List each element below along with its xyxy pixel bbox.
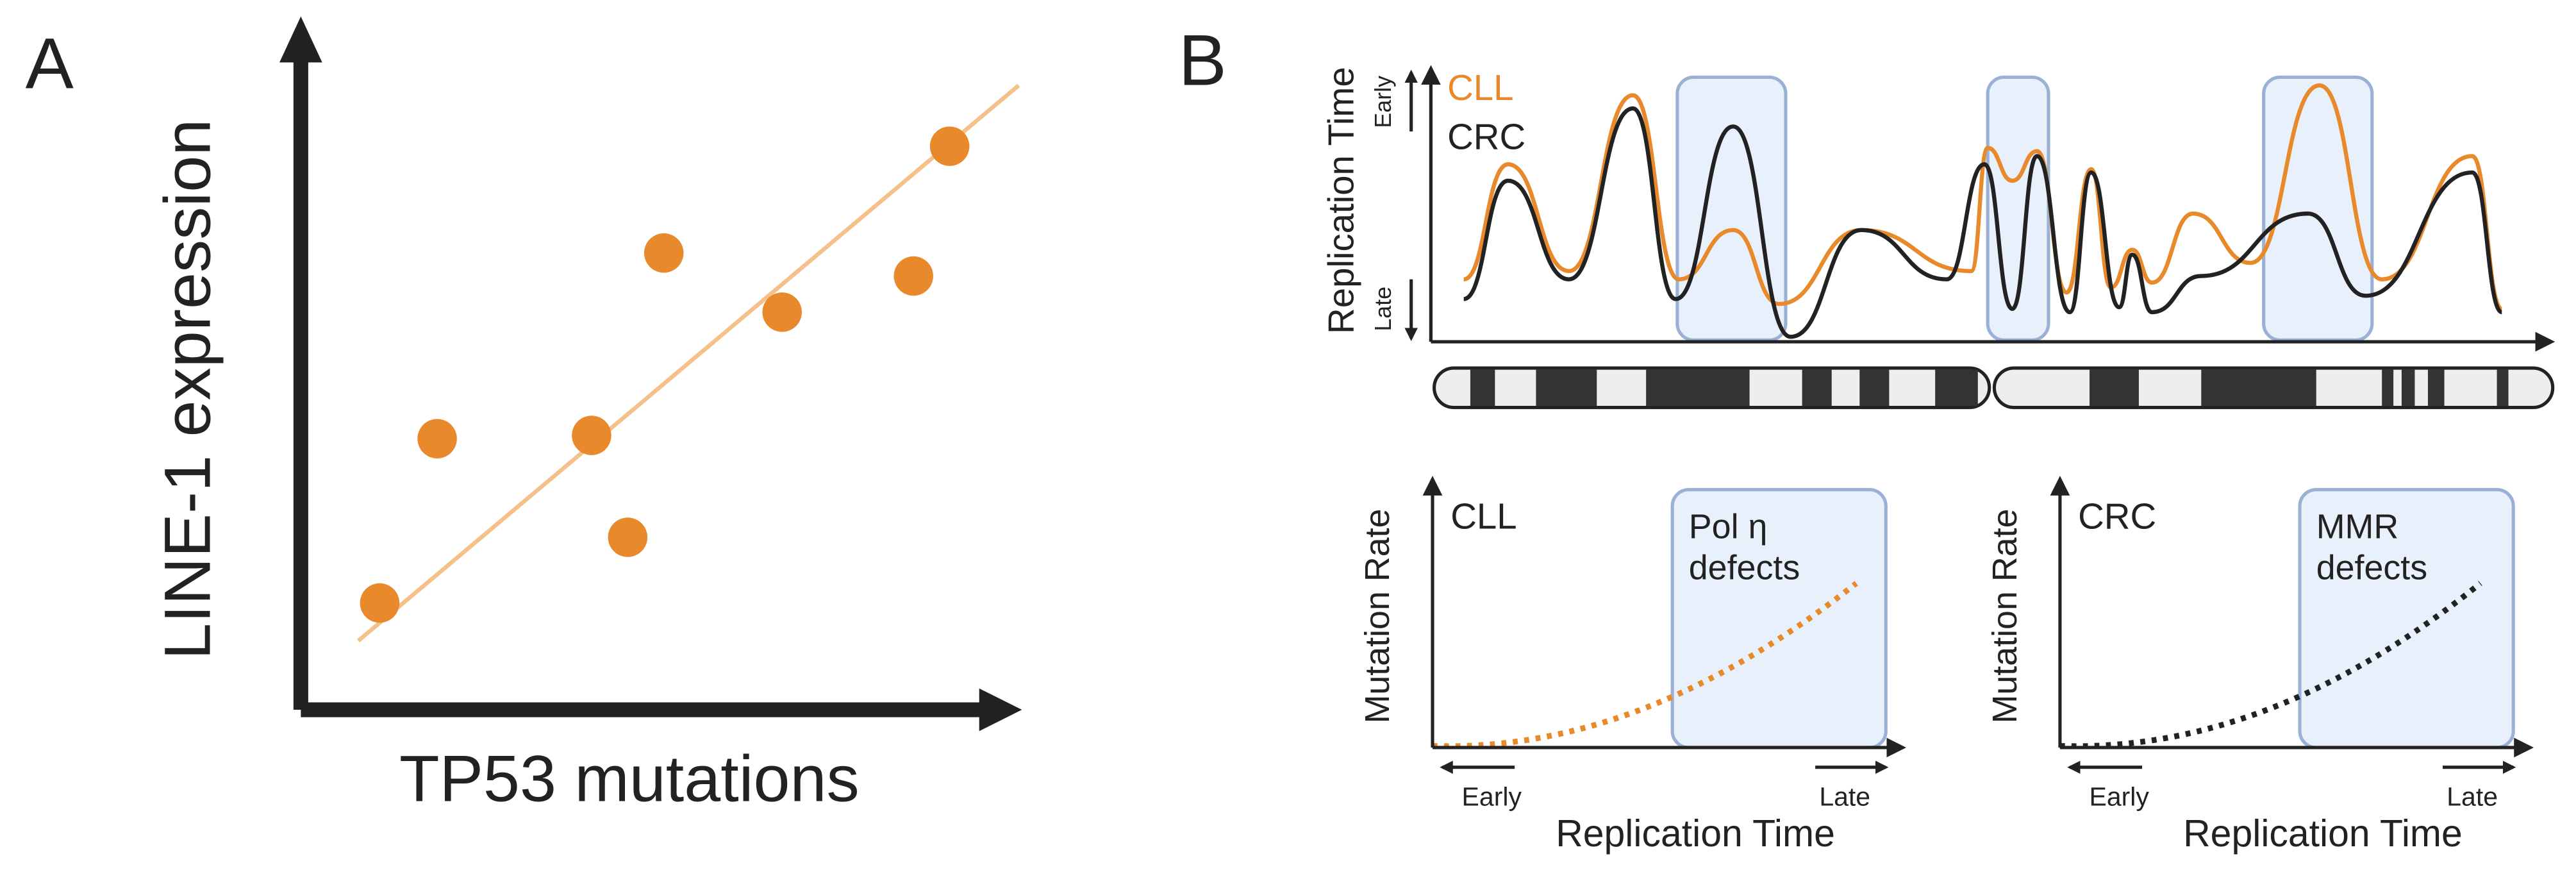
- panel-label: B: [1179, 19, 1227, 100]
- fit-line: [356, 83, 1020, 642]
- trend: [2059, 581, 2482, 749]
- y-axis-label: Mutation Rate: [1986, 509, 2024, 724]
- cll-curve: [1463, 83, 2503, 311]
- box-text: defects: [2316, 548, 2427, 587]
- mutation-chart: Mutation Rate CRC MMR defects Early Late…: [1986, 476, 2534, 855]
- legend-entry: CRC: [1447, 117, 1525, 157]
- x-axis-label: TP53 mutations: [399, 741, 860, 815]
- y-axis-label: LINE-1 expression: [150, 119, 224, 660]
- points: [360, 126, 970, 623]
- y-axis-label: Replication Time: [1321, 67, 1361, 334]
- early-label: Early: [2089, 782, 2149, 811]
- early-label: Early: [1462, 782, 1522, 811]
- x-axis-label: Replication Time: [1556, 813, 1835, 855]
- box-text: MMR: [2316, 507, 2398, 546]
- axis-arrows: [279, 16, 1022, 732]
- box-text: defects: [1689, 548, 1800, 587]
- box-text: Pol η: [1689, 507, 1768, 546]
- legend-entry: CLL: [1447, 67, 1513, 108]
- chromosome: [1433, 366, 2555, 410]
- x-axis-label: Replication Time: [2183, 813, 2463, 855]
- series-name: CRC: [2078, 496, 2156, 537]
- trend: [1432, 581, 1858, 749]
- late-label: Late: [2447, 782, 2498, 811]
- series-name: CLL: [1450, 496, 1517, 537]
- crc-curve: [1463, 106, 2503, 339]
- early-label: Early: [1370, 76, 1396, 128]
- late-label: Late: [1370, 287, 1396, 331]
- late-label: Late: [1819, 782, 1870, 811]
- mutation-chart: Mutation Rate CLL Pol η defects Early La…: [1358, 476, 1907, 855]
- axes: [293, 57, 983, 717]
- y-axis-label: Mutation Rate: [1358, 509, 1397, 724]
- panel-a: A LINE-1 expression TP53 mutations: [26, 16, 1022, 815]
- panel-b: B Replication Time Early Late CLL CRC: [1179, 19, 2555, 410]
- panel-label: A: [26, 22, 74, 103]
